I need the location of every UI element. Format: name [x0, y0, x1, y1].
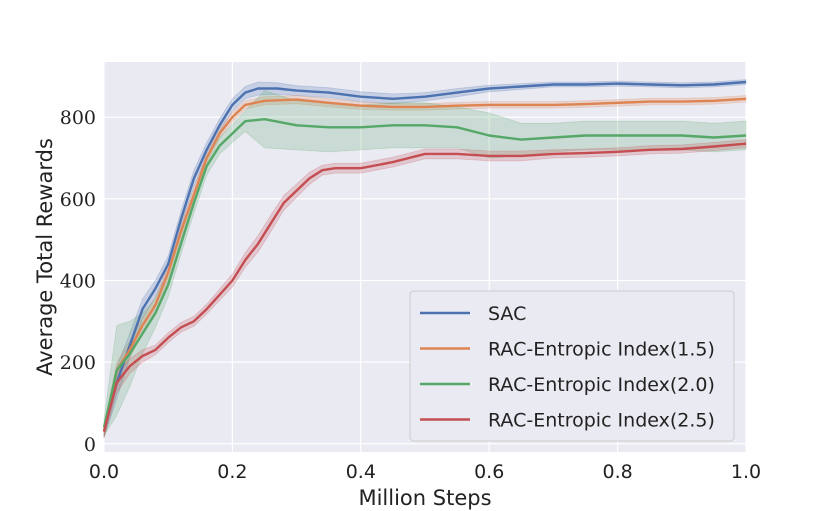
y-tick-label: 400	[60, 270, 96, 292]
x-tick-label: 0.0	[89, 461, 119, 483]
legend-label-2: RAC-Entropic Index(2.0)	[488, 374, 715, 396]
chart: 0.0 0.2 0.4 0.6 0.8 1.0 0 200 400 600 800 Million …	[0, 0, 830, 511]
x-tick-label: 0.4	[346, 461, 376, 483]
y-tick-label: 0	[84, 434, 96, 456]
x-tick-label: 0.6	[474, 461, 504, 483]
x-tick-label: 0.8	[602, 461, 632, 483]
y-tick-label: 200	[60, 352, 96, 374]
legend-label-0: SAC	[488, 303, 526, 325]
legend-label-1: RAC-Entropic Index(1.5)	[488, 339, 715, 361]
y-tick-label: 600	[60, 189, 96, 211]
y-tick-label: 800	[60, 107, 96, 129]
x-tick-label: 1.0	[731, 461, 761, 483]
legend: SAC RAC-Entropic Index(1.5) RAC-Entropic I…	[410, 291, 734, 441]
x-axis-label: Million Steps	[358, 486, 491, 510]
legend-label-3: RAC-Entropic Index(2.5)	[488, 410, 715, 432]
y-axis-label: Average Total Rewards	[33, 138, 57, 376]
x-tick-label: 0.2	[217, 461, 247, 483]
